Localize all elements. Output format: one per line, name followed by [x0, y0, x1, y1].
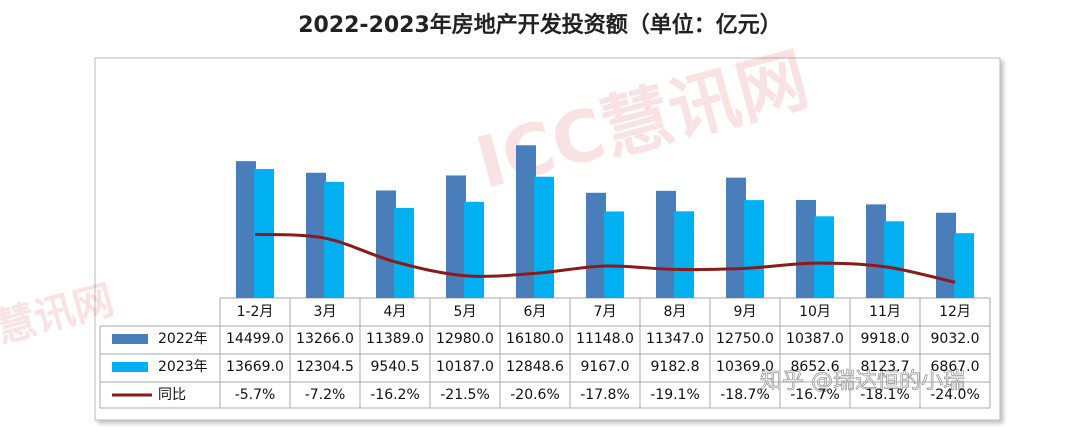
- x-tick-label: 4月: [384, 304, 407, 320]
- data-label: 11347.0: [646, 331, 704, 347]
- data-label: 8652.6: [791, 359, 840, 375]
- bar: [604, 211, 624, 298]
- bar: [656, 190, 676, 298]
- data-label: -24.0%: [930, 387, 980, 403]
- bar: [814, 216, 834, 298]
- data-label: 14499.0: [226, 331, 284, 347]
- x-tick-label: 5月: [454, 304, 477, 320]
- data-label: 12304.5: [296, 359, 354, 375]
- bar: [884, 221, 904, 298]
- data-label: -17.8%: [580, 387, 630, 403]
- x-tick-label: 7月: [594, 304, 617, 320]
- legend-swatch: [112, 334, 148, 344]
- bar: [534, 176, 554, 298]
- data-label: -16.2%: [370, 387, 420, 403]
- x-tick-label: 12月: [939, 304, 971, 320]
- bar: [394, 207, 414, 298]
- data-label: 8123.7: [861, 359, 910, 375]
- data-label: 13266.0: [296, 331, 354, 347]
- data-label: -21.5%: [440, 387, 490, 403]
- bar: [586, 192, 606, 298]
- data-label: 9182.8: [651, 359, 700, 375]
- data-label: -18.1%: [860, 387, 910, 403]
- data-label: 10387.0: [786, 331, 844, 347]
- bar: [376, 190, 396, 298]
- data-label: 13669.0: [226, 359, 284, 375]
- bar: [516, 145, 536, 298]
- bar: [674, 211, 694, 298]
- x-tick-label: 8月: [664, 304, 687, 320]
- data-label: -5.7%: [235, 387, 276, 403]
- bar: [796, 199, 816, 298]
- x-tick-label: 10月: [799, 304, 831, 320]
- bar: [954, 233, 974, 298]
- data-label: 16180.0: [506, 331, 564, 347]
- legend-label: 2022年: [158, 331, 208, 347]
- x-tick-label: 1-2月: [237, 304, 274, 320]
- data-label: 12750.0: [716, 331, 774, 347]
- bar: [866, 204, 886, 298]
- legend-label: 2023年: [158, 359, 208, 375]
- bar: [464, 201, 484, 298]
- x-tick-label: 6月: [524, 304, 547, 320]
- data-label: 11389.0: [366, 331, 424, 347]
- x-tick-label: 3月: [314, 304, 337, 320]
- data-label: -19.1%: [650, 387, 700, 403]
- data-label: 9918.0: [861, 331, 910, 347]
- x-tick-label: 11月: [869, 304, 901, 320]
- data-label: 12848.6: [506, 359, 564, 375]
- bar: [446, 175, 466, 298]
- bar: [236, 161, 256, 298]
- legend-label: 同比: [158, 387, 186, 403]
- data-label: 9167.0: [581, 359, 630, 375]
- bar: [726, 177, 746, 298]
- data-label: 9540.5: [371, 359, 420, 375]
- data-label: 6867.0: [931, 359, 980, 375]
- chart-title: 2022-2023年房地产开发投资额（单位：亿元）: [298, 12, 782, 38]
- data-label: -7.2%: [305, 387, 346, 403]
- data-label: -16.7%: [790, 387, 840, 403]
- data-label: 12980.0: [436, 331, 494, 347]
- bar: [936, 212, 956, 298]
- data-label: 10187.0: [436, 359, 494, 375]
- bar: [744, 200, 764, 298]
- data-label: 11148.0: [576, 331, 634, 347]
- line: [254, 232, 956, 284]
- data-label: 9032.0: [931, 331, 980, 347]
- legend-swatch: [112, 362, 148, 372]
- data-label: -20.6%: [510, 387, 560, 403]
- x-tick-label: 9月: [734, 304, 757, 320]
- data-label: 10369.0: [716, 359, 774, 375]
- data-label: -18.7%: [720, 387, 770, 403]
